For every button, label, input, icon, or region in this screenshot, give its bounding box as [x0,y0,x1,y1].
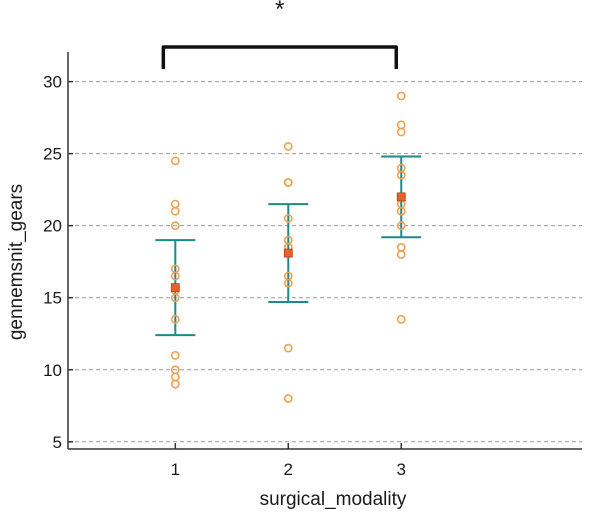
y-tick-label: 5 [53,433,62,452]
data-point [283,214,293,223]
data-point [283,394,293,403]
data-point [170,293,180,303]
grid-lines [68,81,582,443]
data-point [283,278,293,288]
bracket-line [161,45,399,69]
data-point [170,271,180,281]
y-tick-label: 30 [43,73,62,92]
data-point [283,142,293,151]
mean-markers [170,192,406,293]
x-tick-label: 2 [284,460,293,479]
x-tick-label: 1 [171,460,180,479]
data-point [396,170,406,180]
tick-labels: 5 10 15 20 25 30 1 2 3 [43,73,406,479]
data-point [396,242,406,252]
data-point [170,199,180,209]
data-point [283,178,293,187]
data-point [396,221,406,231]
y-tick-label: 10 [43,361,62,380]
y-axis-title: gennemsnit_gears [6,184,27,340]
significance-bracket: * [161,0,399,69]
data-points [170,91,406,403]
data-point [396,250,406,259]
x-tick-label: 3 [397,460,406,479]
mean-marker [283,248,293,258]
y-tick-label: 25 [43,145,62,164]
data-point [170,156,180,166]
y-tick-label: 15 [43,289,62,308]
data-point [170,314,180,324]
axes [67,52,582,450]
data-point [283,343,293,353]
mean-marker [170,283,180,293]
data-point [170,350,180,360]
error-bars [155,155,422,337]
x-axis-title: surgical_modality [260,489,407,510]
data-point [396,206,406,216]
y-tick-label: 20 [43,217,62,236]
mean-marker [396,192,406,202]
data-point [170,206,180,216]
data-point [396,127,406,137]
significance-label: * [275,0,284,23]
data-point [396,91,406,101]
data-point [170,221,180,231]
data-point [170,372,180,382]
data-point [396,120,406,130]
data-point [170,379,180,389]
data-point [396,314,406,324]
